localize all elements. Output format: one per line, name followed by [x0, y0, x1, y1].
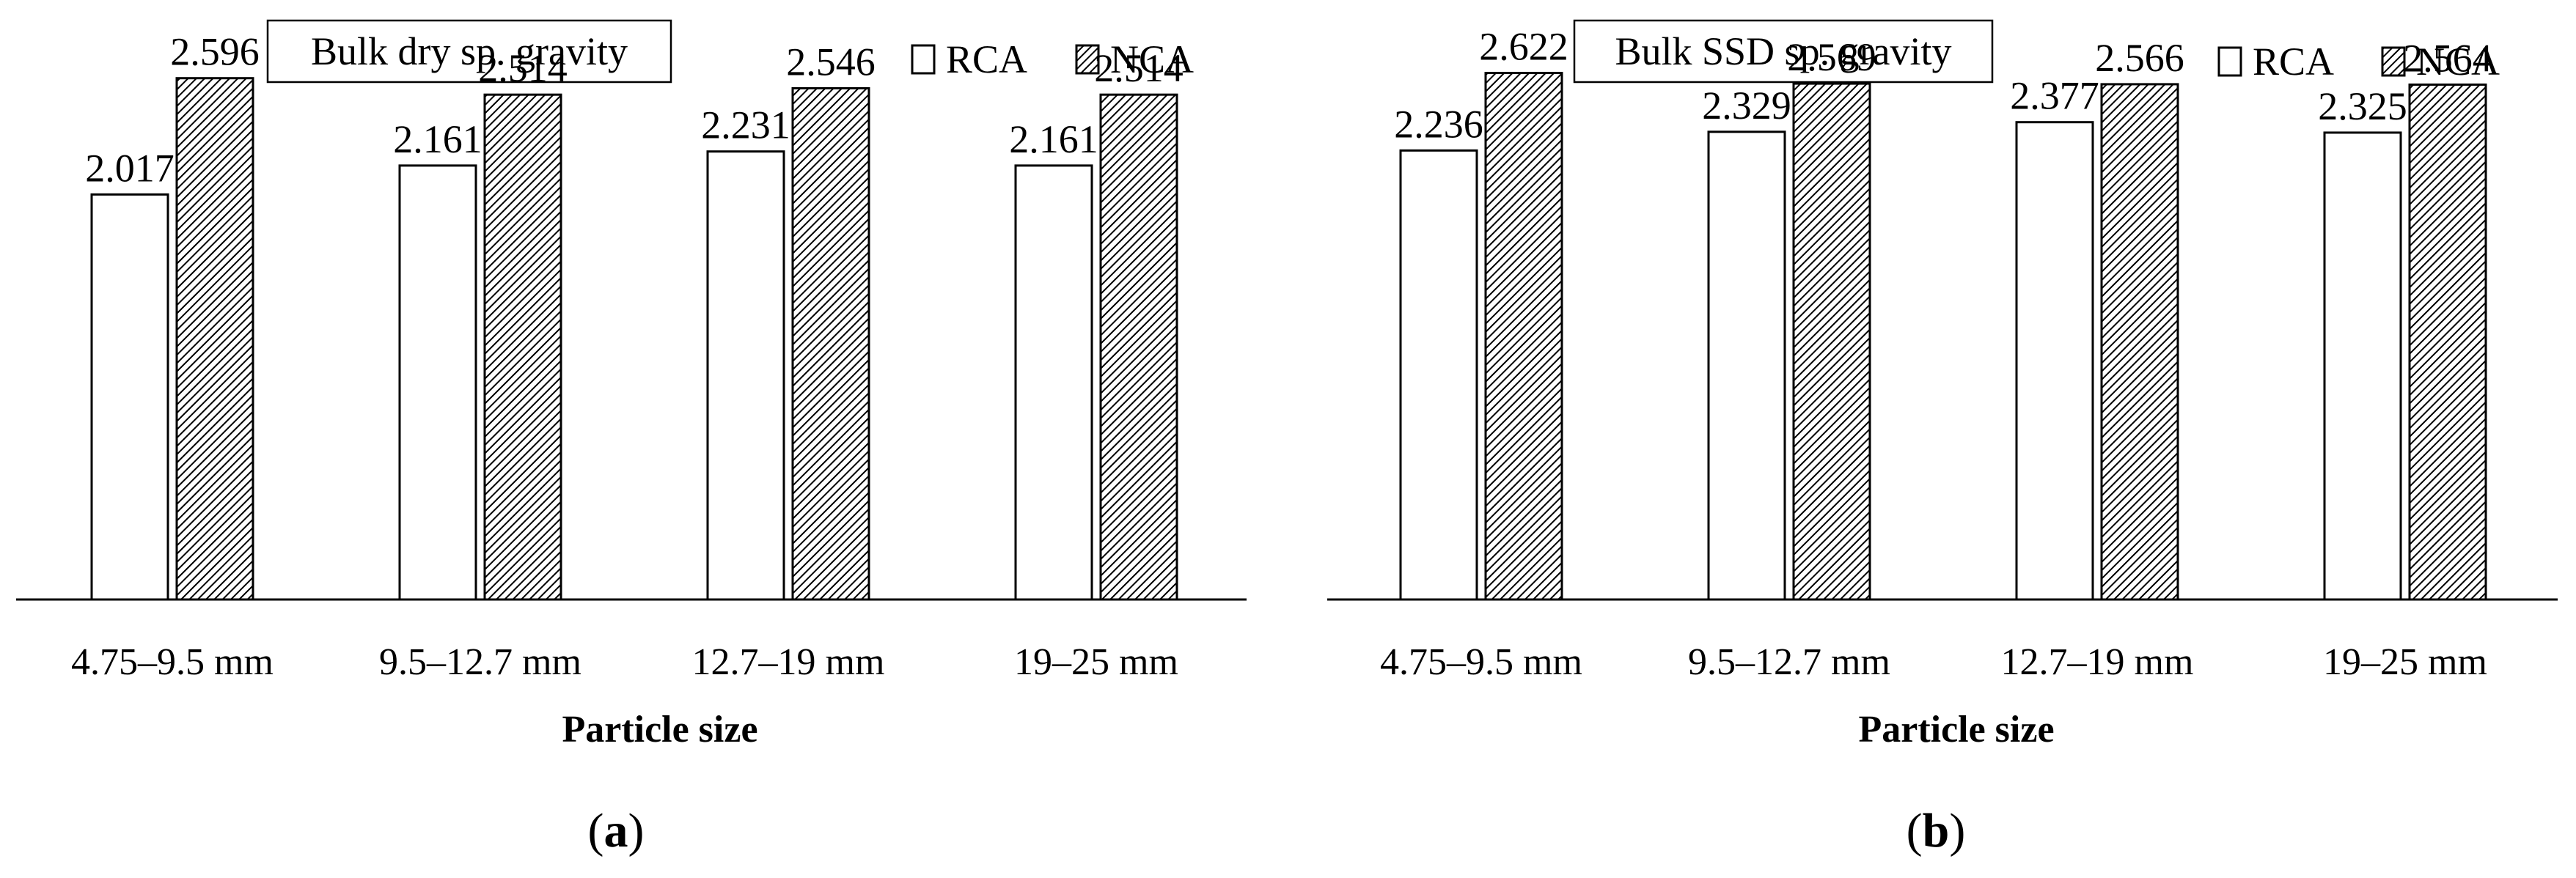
bar-a-nca-0: [175, 77, 254, 601]
bar-a-rca-0: [90, 193, 169, 601]
panel-letter-a: a: [604, 804, 628, 857]
data-label-a-nca-0: 2.596: [170, 30, 260, 74]
data-label-a-nca-2: 2.546: [786, 40, 876, 84]
chart-title-b: Bulk SSD sp. gravity: [1615, 29, 1951, 73]
data-label-a-rca-1: 2.161: [393, 117, 482, 161]
data-label-b-rca-0: 2.236: [1394, 102, 1483, 146]
bar-a-nca-2: [791, 86, 870, 601]
legend-label-nca-b: NCA: [2416, 40, 2500, 84]
x-axis-label-b: Particle size: [1858, 709, 2054, 750]
bar-a-rca-2: [706, 150, 785, 601]
data-label-a-rca-3: 2.161: [1009, 117, 1098, 161]
title-box-b: [1573, 19, 1994, 84]
bars-a: 2.017 2.161 2.231 2.161 2.596 2.514 2.546 2.514: [85, 30, 1184, 601]
data-label-b-rca-1: 2.329: [1702, 84, 1791, 128]
data-label-a-nca-1: 2.514: [478, 46, 568, 90]
data-label-b-nca-1: 2.569: [1787, 35, 1876, 79]
tick-label-a-1: 9.5–12.7 mm: [379, 641, 581, 683]
bar-a-rca-1: [398, 164, 477, 601]
data-label-b-nca-0: 2.622: [1479, 25, 1568, 69]
data-label-b-nca-3: 2.564: [2403, 36, 2492, 80]
bar-b-nca-2: [2100, 83, 2179, 601]
tick-label-b-1: 9.5–12.7 mm: [1688, 641, 1890, 683]
bar-b-nca-1: [1792, 82, 1871, 601]
tick-label-b-0: 4.75–9.5 mm: [1380, 641, 1582, 683]
x-axis-label-a: Particle size: [562, 709, 757, 750]
panel-label-b: (b): [1907, 804, 1966, 857]
legend-label-rca-a: RCA: [946, 37, 1027, 81]
bars-b: 2.236 2.329 2.377 2.325 2.622 2.569 2.566 2.564: [1394, 25, 2492, 601]
data-label-a-rca-0: 2.017: [85, 146, 175, 190]
legend-label-nca-a: NCA: [1110, 37, 1194, 81]
tick-label-a-3: 19–25 mm: [1014, 641, 1178, 683]
bar-b-nca-3: [2408, 83, 2487, 601]
panel-letter-b: b: [1923, 804, 1950, 857]
legend-swatch-rca-b: [2217, 46, 2242, 77]
bar-b-rca-2: [2015, 121, 2094, 601]
data-label-a-nca-3: 2.514: [1094, 46, 1184, 90]
data-label-b-nca-2: 2.566: [2095, 36, 2184, 80]
tick-label-a-0: 4.75–9.5 mm: [71, 641, 274, 683]
panel-label-a: (a): [588, 804, 645, 857]
data-label-b-rca-3: 2.325: [2318, 84, 2407, 128]
legend-swatch-nca-b: [2381, 46, 2406, 77]
panel-b: Bulk SSD sp. gravity RCA NCA 2.236 2.329 2…: [1327, 19, 2558, 857]
legend-swatch-nca-a: [1075, 44, 1100, 75]
tick-label-b-2: 12.7–19 mm: [2001, 641, 2194, 683]
bar-b-rca-3: [2323, 131, 2402, 601]
legend-label-rca-b: RCA: [2253, 40, 2334, 84]
title-box-a: [266, 19, 672, 84]
data-label-b-rca-2: 2.377: [2010, 74, 2099, 118]
data-label-a-rca-2: 2.231: [701, 103, 790, 147]
tick-label-a-2: 12.7–19 mm: [692, 641, 885, 683]
bar-b-nca-0: [1484, 72, 1563, 601]
bar-a-nca-1: [483, 93, 562, 601]
bar-a-nca-3: [1099, 93, 1178, 601]
bar-b-rca-1: [1707, 130, 1786, 601]
chart-title-a: Bulk dry sp. gravity: [311, 29, 628, 73]
bar-b-rca-0: [1399, 149, 1478, 601]
bar-a-rca-3: [1014, 164, 1093, 601]
tick-label-b-3: 19–25 mm: [2323, 641, 2487, 683]
legend-swatch-rca-a: [911, 44, 936, 75]
